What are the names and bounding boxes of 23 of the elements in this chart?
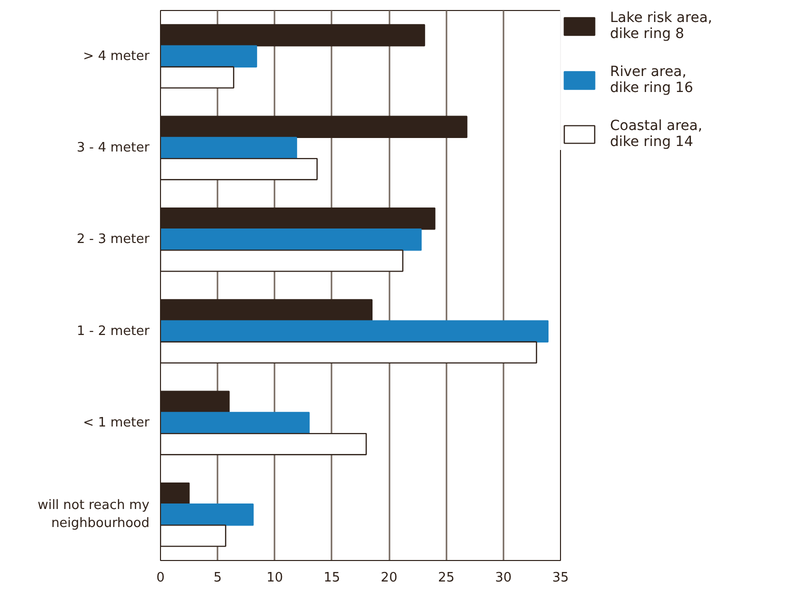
legend-label: River area, dike ring 16 bbox=[610, 64, 694, 96]
legend-label: Lake risk area, dike ring 8 bbox=[610, 10, 712, 42]
legend-label: Coastal area, dike ring 14 bbox=[610, 118, 702, 150]
bar bbox=[160, 228, 422, 251]
x-tick-label: 5 bbox=[214, 570, 222, 586]
x-tick-label: 15 bbox=[324, 570, 340, 586]
x-tick-label: 35 bbox=[552, 570, 569, 586]
y-tick-label: 3 - 4 meter bbox=[76, 140, 150, 156]
x-tick-label: 20 bbox=[380, 570, 398, 586]
y-tick-label: < 1 meter bbox=[82, 416, 150, 430]
x-tick-label: 0 bbox=[156, 570, 165, 586]
x-tick-label: 10 bbox=[266, 570, 284, 586]
y-tick-label: 2 - 3 meter bbox=[76, 232, 150, 248]
y-tick-label: > 4 meter bbox=[82, 48, 150, 64]
bar bbox=[160, 504, 254, 526]
bar bbox=[160, 320, 549, 342]
x-tick-label: 25 bbox=[438, 570, 454, 586]
y-tick-label: will not reach my neighbourhood bbox=[38, 498, 150, 532]
bar bbox=[160, 136, 298, 160]
y-tick-label: 1 - 2 meter bbox=[76, 324, 150, 339]
bar bbox=[160, 412, 310, 434]
x-tick-label: 30 bbox=[495, 570, 512, 586]
bar bbox=[160, 45, 258, 68]
